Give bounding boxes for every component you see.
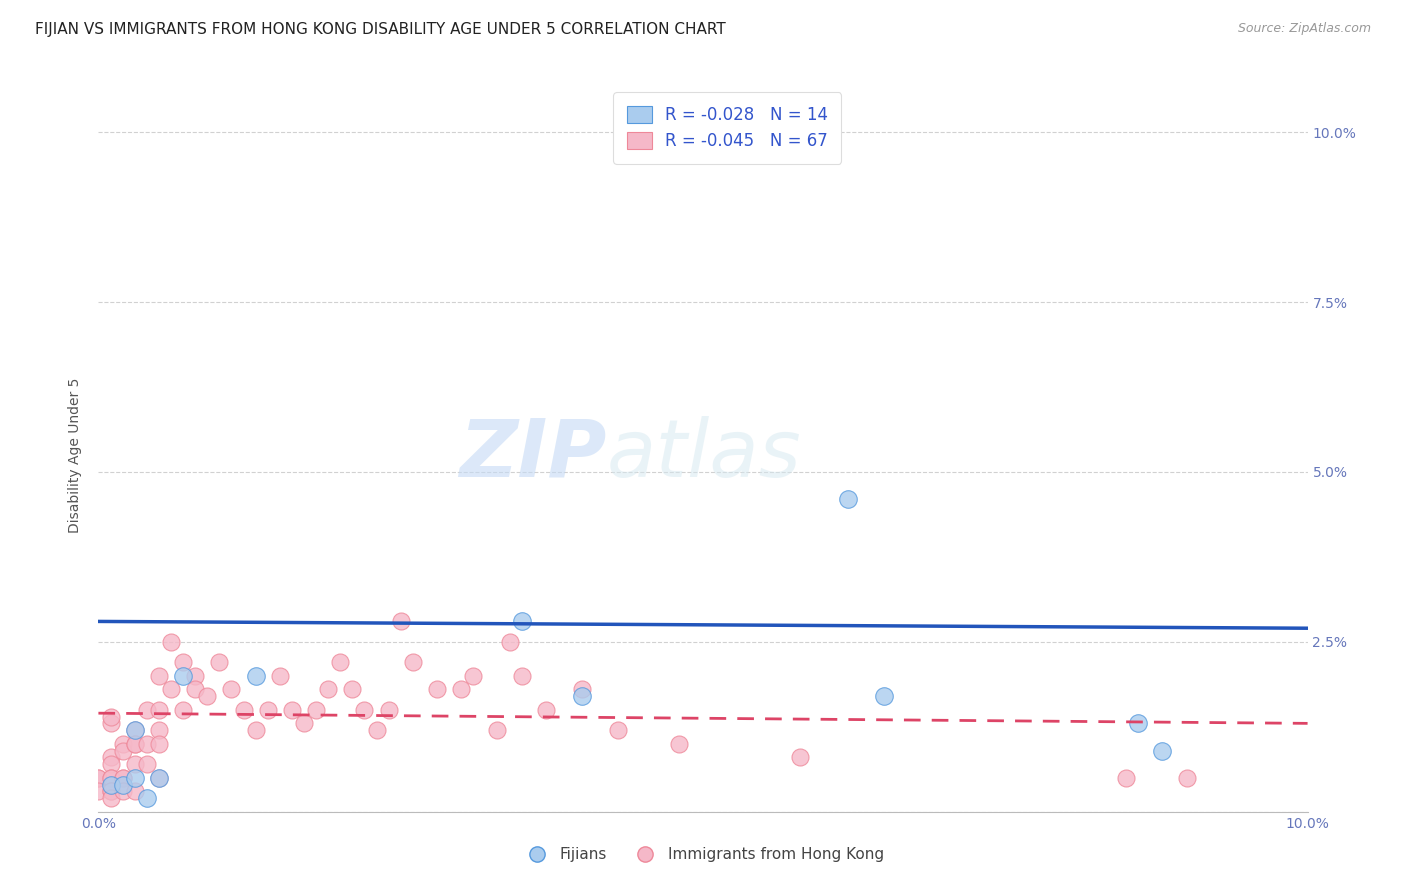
Point xyxy=(100,784,122,798)
Point xyxy=(221,682,243,697)
Point xyxy=(208,655,231,669)
Point xyxy=(87,771,110,785)
Point xyxy=(100,709,122,723)
Point xyxy=(111,737,134,751)
Point xyxy=(571,682,593,697)
Point xyxy=(402,655,425,669)
Point xyxy=(281,703,304,717)
Point xyxy=(571,689,593,703)
Point xyxy=(124,737,146,751)
Point xyxy=(1115,771,1137,785)
Point xyxy=(148,669,170,683)
Point xyxy=(1152,743,1174,757)
Point xyxy=(172,703,194,717)
Point xyxy=(100,791,122,805)
Point xyxy=(837,492,859,507)
Text: ZIP: ZIP xyxy=(458,416,606,494)
Point xyxy=(87,784,110,798)
Point xyxy=(245,669,267,683)
Point xyxy=(510,669,533,683)
Point xyxy=(172,669,194,683)
Point xyxy=(342,682,364,697)
Y-axis label: Disability Age Under 5: Disability Age Under 5 xyxy=(69,377,83,533)
Point xyxy=(269,669,291,683)
Text: atlas: atlas xyxy=(606,416,801,494)
Text: FIJIAN VS IMMIGRANTS FROM HONG KONG DISABILITY AGE UNDER 5 CORRELATION CHART: FIJIAN VS IMMIGRANTS FROM HONG KONG DISA… xyxy=(35,22,725,37)
Point xyxy=(100,750,122,764)
Point xyxy=(124,771,146,785)
Point xyxy=(135,757,157,772)
Point xyxy=(111,771,134,785)
Point xyxy=(111,784,134,798)
Point xyxy=(184,682,207,697)
Point xyxy=(245,723,267,738)
Point xyxy=(160,682,183,697)
Point xyxy=(510,615,533,629)
Point xyxy=(232,703,254,717)
Point xyxy=(135,791,157,805)
Point xyxy=(426,682,449,697)
Point xyxy=(100,784,122,798)
Point xyxy=(124,723,146,738)
Point xyxy=(184,669,207,683)
Point xyxy=(111,743,134,757)
Point xyxy=(124,784,146,798)
Point xyxy=(111,771,134,785)
Point xyxy=(450,682,472,697)
Point xyxy=(377,703,399,717)
Point xyxy=(353,703,375,717)
Point xyxy=(148,737,170,751)
Point xyxy=(1175,771,1198,785)
Point xyxy=(366,723,388,738)
Point xyxy=(292,716,315,731)
Point xyxy=(305,703,328,717)
Point xyxy=(160,635,183,649)
Point xyxy=(316,682,339,697)
Point xyxy=(148,703,170,717)
Point xyxy=(148,771,170,785)
Point xyxy=(100,778,122,792)
Point xyxy=(100,716,122,731)
Point xyxy=(329,655,352,669)
Point xyxy=(100,757,122,772)
Point xyxy=(172,655,194,669)
Point xyxy=(534,703,557,717)
Point xyxy=(135,703,157,717)
Point xyxy=(100,771,122,785)
Legend: Fijians, Immigrants from Hong Kong: Fijians, Immigrants from Hong Kong xyxy=(516,841,890,868)
Point xyxy=(256,703,278,717)
Point xyxy=(135,737,157,751)
Point xyxy=(486,723,509,738)
Point xyxy=(148,771,170,785)
Point xyxy=(111,778,134,792)
Point xyxy=(124,723,146,738)
Point xyxy=(100,771,122,785)
Text: Source: ZipAtlas.com: Source: ZipAtlas.com xyxy=(1237,22,1371,36)
Point xyxy=(124,757,146,772)
Point xyxy=(607,723,630,738)
Point xyxy=(389,615,412,629)
Point xyxy=(148,723,170,738)
Point xyxy=(463,669,485,683)
Point xyxy=(789,750,811,764)
Point xyxy=(668,737,690,751)
Point xyxy=(87,771,110,785)
Point xyxy=(873,689,896,703)
Point xyxy=(1128,716,1150,731)
Point xyxy=(124,737,146,751)
Point xyxy=(195,689,218,703)
Point xyxy=(498,635,520,649)
